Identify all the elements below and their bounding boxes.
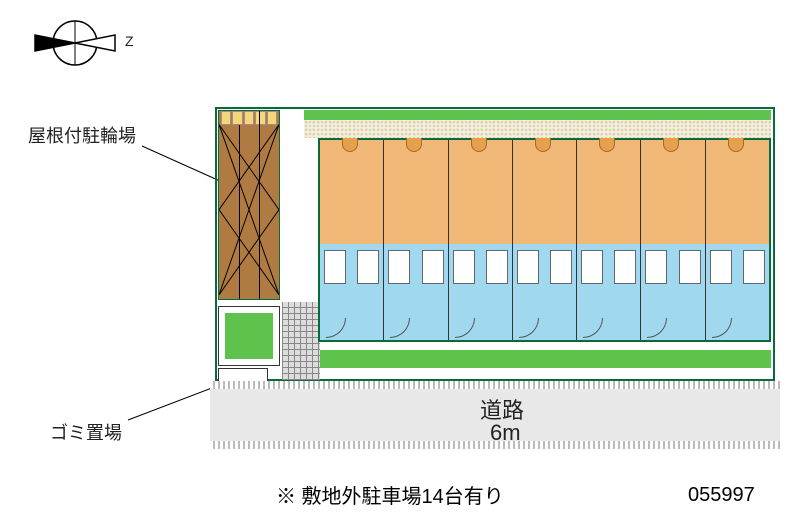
unit-room-bottom xyxy=(641,244,704,340)
unit-room-top xyxy=(449,140,512,248)
road-edge-top xyxy=(210,381,780,389)
fixture xyxy=(486,250,508,284)
landscape-strip-bottom xyxy=(320,350,771,368)
fixture xyxy=(679,250,701,284)
unit xyxy=(512,140,576,340)
road-width-label: 6m xyxy=(490,420,521,446)
vent-icon xyxy=(599,138,615,152)
fixture xyxy=(422,250,444,284)
unit-room-bottom xyxy=(449,244,512,340)
vent-icon xyxy=(728,138,744,152)
bike-rack-row xyxy=(221,111,277,125)
unit-room-top xyxy=(577,140,640,248)
building xyxy=(318,138,771,342)
unit-room-top xyxy=(706,140,769,248)
door-swing-icon xyxy=(583,318,603,338)
fixture xyxy=(743,250,765,284)
unit xyxy=(320,140,383,340)
fixture xyxy=(453,250,475,284)
fixture xyxy=(710,250,732,284)
fixture xyxy=(550,250,572,284)
unit-room-bottom xyxy=(320,244,383,340)
footer-note: ※ 敷地外駐車場14台有り xyxy=(276,480,504,509)
vent-icon xyxy=(535,138,551,152)
door-swing-icon xyxy=(519,318,539,338)
unit-room-bottom xyxy=(384,244,447,340)
unit-room-top xyxy=(384,140,447,248)
fixture xyxy=(581,250,603,284)
door-swing-icon xyxy=(455,318,475,338)
unit-room-top xyxy=(641,140,704,248)
fixture xyxy=(324,250,346,284)
unit xyxy=(705,140,769,340)
door-swing-icon xyxy=(712,318,732,338)
vent-icon xyxy=(406,138,422,152)
unit-room-bottom xyxy=(513,244,576,340)
vent-icon xyxy=(471,138,487,152)
paved-grid xyxy=(282,302,320,380)
unit xyxy=(576,140,640,340)
gravel-strip xyxy=(304,120,771,138)
vent-icon xyxy=(342,138,358,152)
unit-room-bottom xyxy=(706,244,769,340)
bike-shed xyxy=(218,110,280,300)
fixture xyxy=(388,250,410,284)
fixture xyxy=(357,250,379,284)
unit-room-bottom xyxy=(577,244,640,340)
plan-code: 055997 xyxy=(688,484,755,507)
unit xyxy=(383,140,447,340)
door-swing-icon xyxy=(390,318,410,338)
gomi-area xyxy=(218,306,280,366)
door-swing-icon xyxy=(326,318,346,338)
fixture xyxy=(645,250,667,284)
fixture xyxy=(517,250,539,284)
unit xyxy=(448,140,512,340)
gomi-lower-box xyxy=(218,368,268,382)
vent-icon xyxy=(663,138,679,152)
unit-room-top xyxy=(320,140,383,248)
unit xyxy=(640,140,704,340)
door-swing-icon xyxy=(647,318,667,338)
fixture xyxy=(614,250,636,284)
landscape-strip-top xyxy=(304,110,771,120)
unit-room-top xyxy=(513,140,576,248)
